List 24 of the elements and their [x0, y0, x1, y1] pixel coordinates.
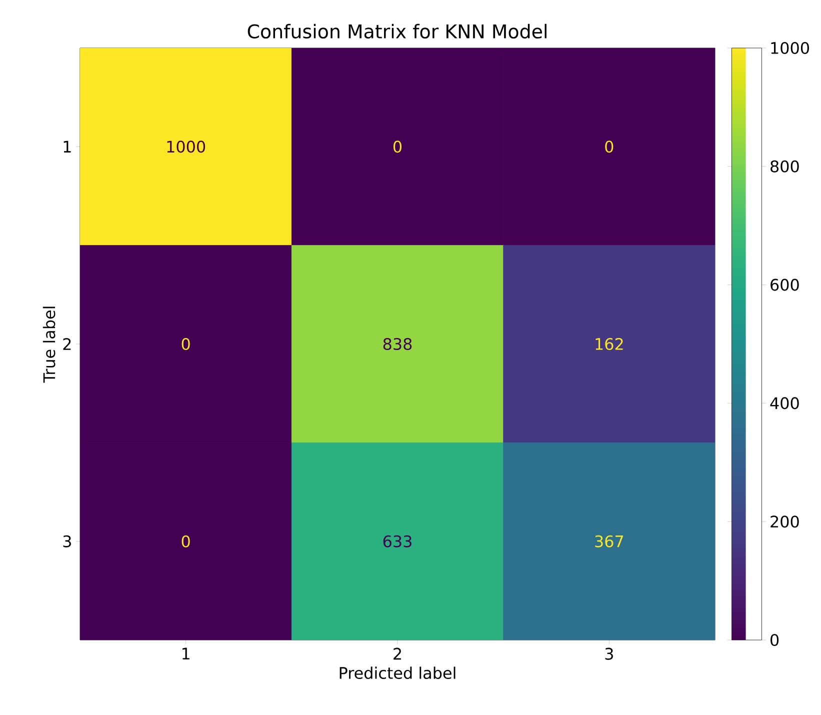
- color-bar-label: 400: [770, 397, 799, 410]
- data-label: 1000: [167, 140, 206, 153]
- color-bar-label: 600: [770, 278, 799, 291]
- data-label: 0: [605, 140, 614, 153]
- x-axis-title: Predicted label: [340, 666, 456, 680]
- y-tick-label: 2: [63, 338, 71, 350]
- data-label: 162: [596, 338, 623, 350]
- y-axis-title: True label: [42, 306, 56, 383]
- color-bar-label: 200: [770, 516, 799, 528]
- y-tick-label: 1: [64, 140, 71, 152]
- x-tick-label: 3: [605, 648, 613, 660]
- color-bar-label: 800: [770, 160, 799, 172]
- data-label: 0: [393, 140, 402, 153]
- data-label: 0: [182, 535, 190, 548]
- y-tick-label: 3: [63, 535, 71, 548]
- data-label: 838: [383, 338, 412, 350]
- color-bar-label: 1000: [771, 42, 809, 54]
- data-label: 367: [595, 535, 624, 548]
- color-bar-label: 0: [770, 634, 779, 646]
- chart-title: Confusion Matrix for KNN Model: [248, 24, 546, 38]
- x-tick-label: 1: [182, 648, 190, 660]
- data-label: 0: [182, 338, 190, 350]
- x-tick-label: 2: [394, 648, 401, 660]
- data-label: 633: [383, 535, 412, 548]
